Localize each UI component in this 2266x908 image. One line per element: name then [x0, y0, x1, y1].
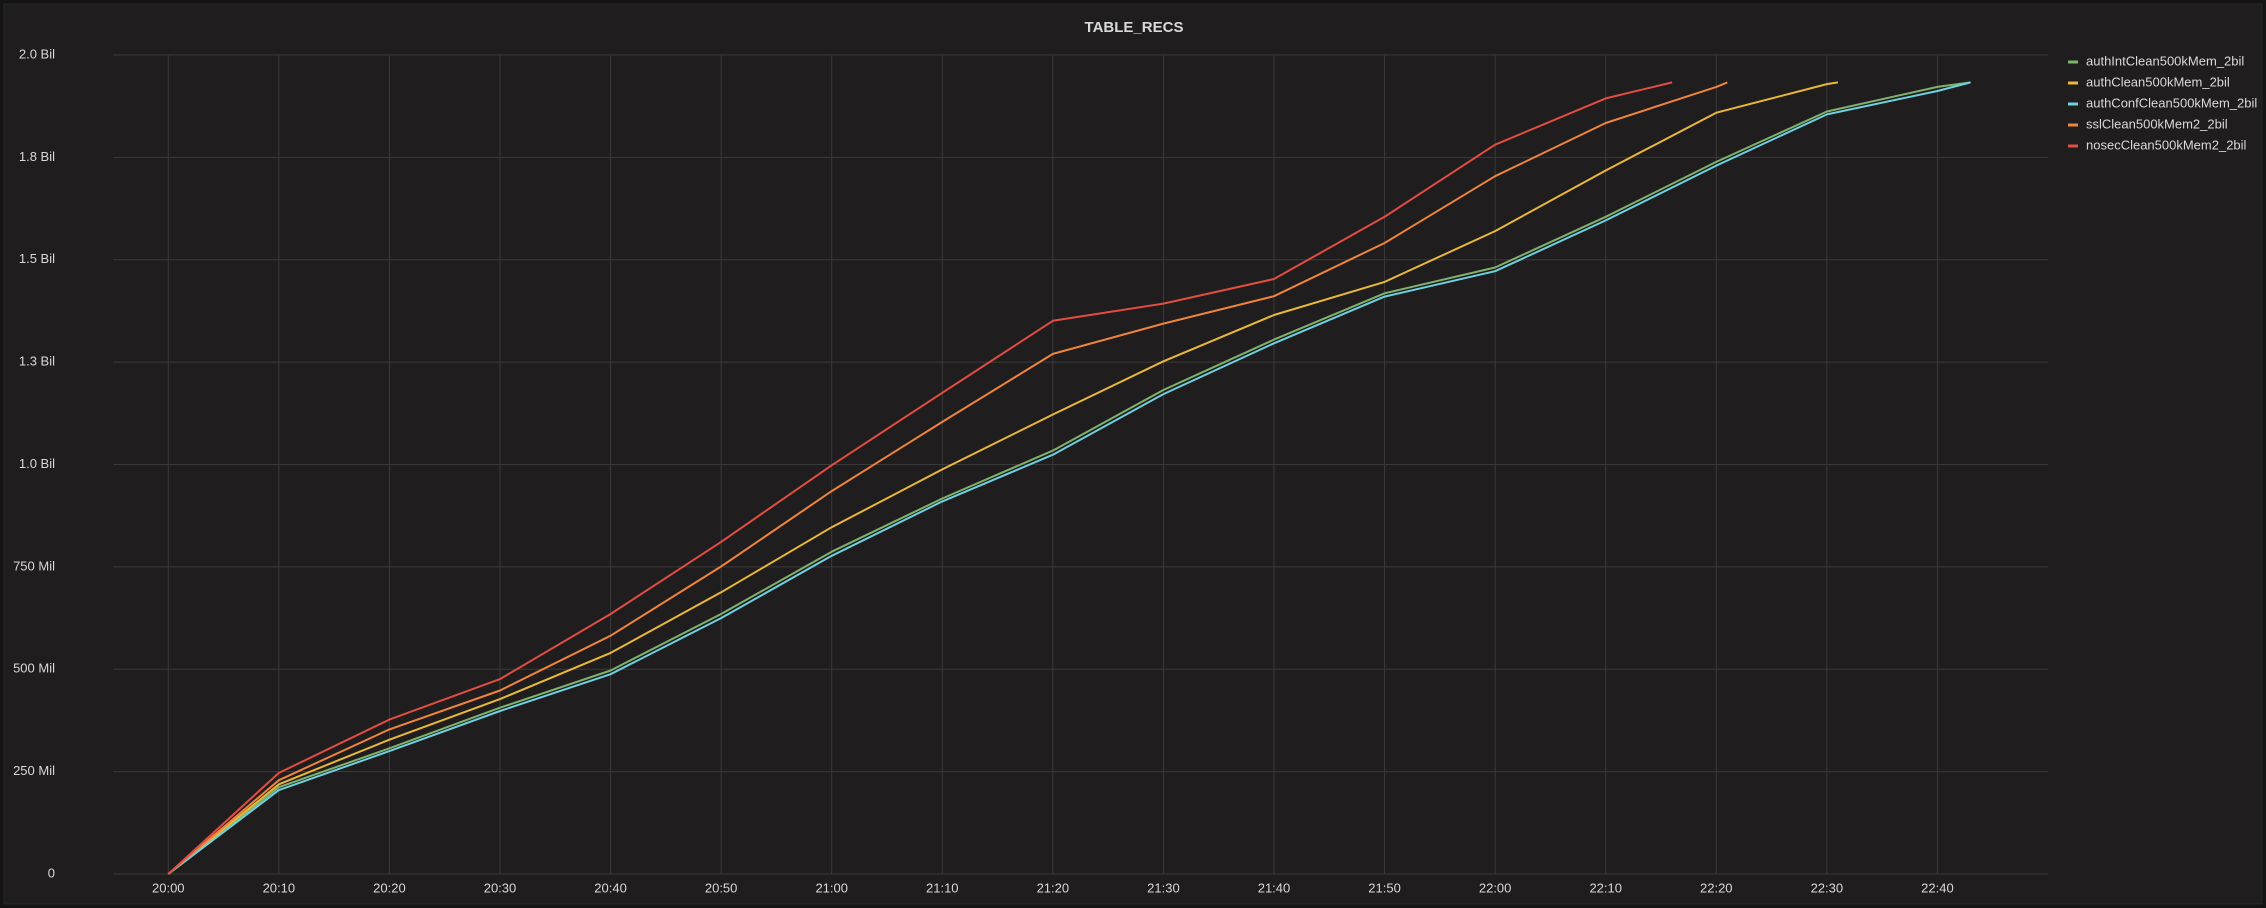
series-line	[167, 81, 1971, 875]
x-tick-label: 21:40	[1258, 880, 1291, 895]
legend-label: nosecClean500kMem2_2bil	[2086, 137, 2247, 152]
y-tick-label: 250 Mil	[13, 763, 55, 778]
x-tick-label: 20:00	[152, 880, 185, 895]
legend-swatch	[2068, 123, 2078, 127]
legend-label: sslClean500kMem2_2bil	[2086, 116, 2228, 131]
legend-label: authConfClean500kMem_2bil	[2086, 95, 2257, 110]
x-tick-label: 21:00	[815, 880, 848, 895]
legend-swatch	[2068, 81, 2078, 85]
chart-title: TABLE_RECS	[1085, 19, 1184, 36]
x-tick-label: 22:00	[1479, 880, 1512, 895]
y-tick-label: 1.5 Bil	[19, 251, 55, 266]
x-tick-label: 21:10	[926, 880, 959, 895]
x-tick-label: 20:50	[705, 880, 738, 895]
x-tick-label: 21:50	[1368, 880, 1401, 895]
panel	[3, 3, 2263, 905]
series-line	[167, 81, 1971, 875]
y-tick-label: 750 Mil	[13, 558, 55, 573]
y-tick-label: 500 Mil	[13, 661, 55, 676]
x-tick-label: 22:10	[1589, 880, 1622, 895]
x-tick-label: 21:20	[1037, 880, 1070, 895]
series-line	[167, 81, 1728, 875]
legend-label: authIntClean500kMem_2bil	[2086, 53, 2244, 68]
series-line	[167, 81, 1673, 875]
x-tick-label: 20:40	[594, 880, 627, 895]
x-tick-label: 22:40	[1921, 880, 1954, 895]
legend-label: authClean500kMem_2bil	[2086, 74, 2230, 89]
x-tick-label: 20:10	[263, 880, 296, 895]
x-tick-label: 22:20	[1700, 880, 1733, 895]
y-tick-label: 0	[48, 865, 55, 880]
series-line	[167, 81, 1839, 875]
x-tick-label: 20:20	[373, 880, 406, 895]
legend-swatch	[2068, 60, 2078, 64]
legend-swatch	[2068, 102, 2078, 106]
y-tick-label: 1.8 Bil	[19, 149, 55, 164]
legend-swatch	[2068, 144, 2078, 148]
y-tick-label: 1.0 Bil	[19, 456, 55, 471]
x-tick-label: 21:30	[1147, 880, 1180, 895]
y-tick-label: 1.3 Bil	[19, 354, 55, 369]
x-tick-label: 20:30	[484, 880, 517, 895]
y-tick-label: 2.0 Bil	[19, 46, 55, 61]
x-tick-label: 22:30	[1811, 880, 1844, 895]
